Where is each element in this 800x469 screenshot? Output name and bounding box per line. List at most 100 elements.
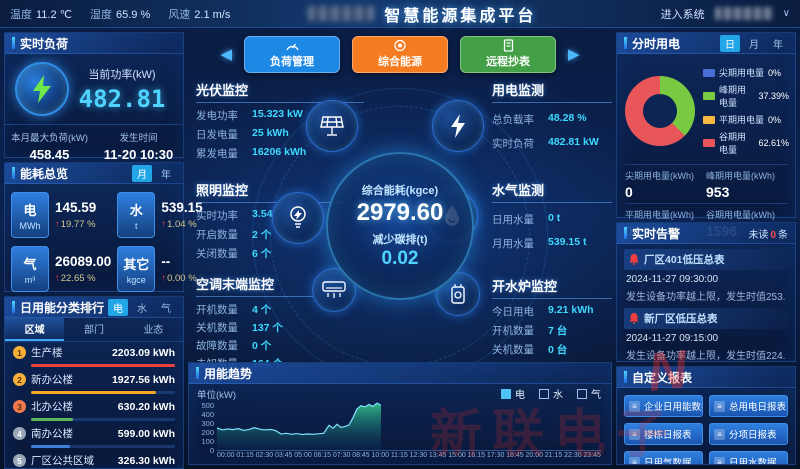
ranking-bar-fill xyxy=(31,418,73,421)
overview-electric: 电 MWh 145.59 ↑19.77 % xyxy=(11,192,111,238)
tab-year[interactable]: 年 xyxy=(161,169,171,181)
document-icon: ≡ xyxy=(629,428,640,440)
document-icon: ≡ xyxy=(714,456,725,464)
unread-count: 未读 0 条 xyxy=(748,229,788,241)
water-gas-monitor-section: 水气监测 日用水量 0 t 月用水量 539.15 t xyxy=(492,180,612,260)
energy-trend-panel: 用能趋势 单位(kW) 电 水 气 500 400 300 200 100 0 00:00… xyxy=(188,362,612,465)
report-button[interactable]: ≡ 日用气数据 xyxy=(624,451,703,464)
tou-stat: 峰期用电量(kWh) 953 xyxy=(706,164,787,203)
lighting-title: 照明监控 xyxy=(196,180,346,203)
pv-monitor-section: 光伏监控 发电功率 15.323 kW 日发电量 25 kWh 累发电量 16206 … xyxy=(196,80,364,165)
trend-legend-swatch xyxy=(577,388,587,399)
unit-label: 单位(kW) xyxy=(197,389,237,401)
composite-energy-value: 2979.60 xyxy=(356,199,444,226)
rank-badge: 4 xyxy=(13,427,26,440)
rank-badge: 5 xyxy=(13,454,26,467)
ranking-row: 3 北办公楼 630.20 kWh xyxy=(5,396,183,421)
overview-other: 其它 kgce -- ↑0.00 % xyxy=(117,246,202,292)
trend-yaxis: 500 400 300 200 100 0 xyxy=(201,401,214,455)
ranking-bar-fill xyxy=(31,391,157,394)
alert-item[interactable]: 厂区401低压总表 2024-11-27 09:30:00 发生设备功率越上限，… xyxy=(624,249,788,303)
nav-button[interactable]: 远程抄表 xyxy=(460,35,556,73)
current-power-label: 当前功率(kW) xyxy=(88,68,156,81)
report-button[interactable]: ≡ 分项日报表 xyxy=(709,423,788,445)
tab-month[interactable]: 月 xyxy=(132,164,152,182)
tou-legend-swatch xyxy=(703,92,715,100)
pv-title: 光伏监控 xyxy=(196,80,364,103)
energy-trend-title: 用能趋势 xyxy=(189,363,611,384)
tou-legend-item: 谷期用电量 62.61% xyxy=(703,130,789,156)
report-button[interactable]: ≡ 日用水数据 xyxy=(709,451,788,464)
up-arrow-icon: ↑ xyxy=(55,219,60,230)
report-button[interactable]: ≡企业日用能数据 xyxy=(624,395,703,417)
other-icon: 其它 kgce xyxy=(117,246,156,292)
water-gas-title: 水气监测 xyxy=(492,180,612,203)
daily-ranking-title: 日用能分类排行 电 水 气 xyxy=(5,297,183,318)
document-icon: ≡ xyxy=(629,456,640,464)
trend-chart[interactable] xyxy=(217,401,601,451)
tou-legend-item: 峰期用电量 37.39% xyxy=(703,83,789,109)
ac-title: 空调末端监控 xyxy=(196,274,346,297)
trend-legend-swatch xyxy=(501,388,511,399)
legend-gas[interactable]: 气 xyxy=(577,386,601,401)
occur-time: 发生时间 11-20 10:30 xyxy=(103,133,174,162)
tou-legend-swatch xyxy=(703,139,715,147)
topbar: 温度 11.2 ℃ 湿度 65.9 % 风速 2.1 m/s 智慧能源集成平台 进入系… xyxy=(0,0,800,28)
nav-next-icon[interactable]: ▶ xyxy=(568,46,580,63)
composite-energy-label: 综合能耗(kgce) xyxy=(361,185,439,197)
nav-button[interactable]: 综合能源 xyxy=(352,35,448,73)
enter-system-link[interactable]: 进入系统 xyxy=(660,8,705,21)
alerts-title: 实时告警 未读 0 条 xyxy=(617,223,795,244)
ranking-row: 4 南办公楼 599.00 kWh xyxy=(5,423,183,448)
tou-stat: 尖期用电量(kWh) 0 xyxy=(625,164,706,203)
tab-water[interactable]: 水 xyxy=(137,303,147,315)
ranking-bar-fill xyxy=(31,364,175,367)
tab-department[interactable]: 部门 xyxy=(83,325,104,336)
realtime-load-title: 实时负荷 xyxy=(5,33,183,54)
report-button[interactable]: ≡ 楼栋日报表 xyxy=(624,423,703,445)
username-blurred[interactable] xyxy=(714,7,773,20)
nav-prev-icon[interactable]: ◀ xyxy=(220,46,232,63)
time-of-use-donut-chart xyxy=(625,76,695,146)
up-arrow-icon: ↑ xyxy=(55,273,60,284)
chevron-down-icon[interactable]: ∨ xyxy=(782,8,790,19)
tab-gas[interactable]: 气 xyxy=(161,303,171,315)
alarm-bell-icon xyxy=(629,313,639,324)
nav-button[interactable]: 负荷管理 xyxy=(244,35,340,73)
ranking-row: 5 厂区公共区域 326.30 kWh xyxy=(5,450,183,468)
time-of-use-panel: 分时用电 日 月 年 尖期用电量 0% 峰期用电量 37.39% 平期用电量 0% 谷… xyxy=(616,32,796,239)
legend-electric[interactable]: 电 xyxy=(501,386,525,401)
daily-ranking-panel: 日用能分类排行 电 水 气 区域 部门 业态 1 生产楼 2203.09 kWh 2… xyxy=(4,296,184,469)
center-nav: ◀ 负荷管理 综合能源 远程抄表 ▶ xyxy=(188,33,612,75)
carbon-reduction-value: 0.02 xyxy=(381,248,419,269)
rank-badge: 1 xyxy=(13,346,26,359)
rank-badge: 3 xyxy=(13,400,26,413)
alarm-bell-icon xyxy=(629,254,639,265)
custom-reports-title: 自定义报表 xyxy=(617,367,795,388)
bulb-icon xyxy=(272,192,324,244)
current-power-value: 482.81 xyxy=(78,84,166,113)
weather-temperature: 温度 11.2 ℃ xyxy=(10,8,73,21)
month-max-load: 本月最大负荷(kW) 458.45 xyxy=(10,133,89,162)
power-monitor-section: 用电监测 总负载率 48.28 % 实时负荷 482.81 kW xyxy=(492,80,612,160)
lightning-icon xyxy=(432,100,484,152)
tab-year[interactable]: 年 xyxy=(773,39,783,51)
ranking-row: 1 生产楼 2203.09 kWh xyxy=(5,342,183,367)
meter-icon xyxy=(503,39,513,52)
tou-legend-item: 平期用电量 0% xyxy=(703,113,789,126)
lightning-icon xyxy=(15,62,69,116)
tab-business[interactable]: 业态 xyxy=(143,325,164,336)
tab-month[interactable]: 月 xyxy=(749,39,759,51)
tab-day[interactable]: 日 xyxy=(720,34,740,52)
up-arrow-icon: ↑ xyxy=(161,273,167,284)
legend-water[interactable]: 水 xyxy=(539,386,563,401)
report-button[interactable]: ≡ 总用电日报表 xyxy=(709,395,788,417)
tab-electric[interactable]: 电 xyxy=(108,298,128,316)
alert-item[interactable]: 新厂区低压总表 2024-11-27 09:15:00 发生设备功率越上限，发生… xyxy=(624,308,788,361)
tab-region[interactable]: 区域 xyxy=(5,318,65,341)
solar-panel-icon xyxy=(306,100,358,152)
power-title: 用电监测 xyxy=(492,80,612,103)
